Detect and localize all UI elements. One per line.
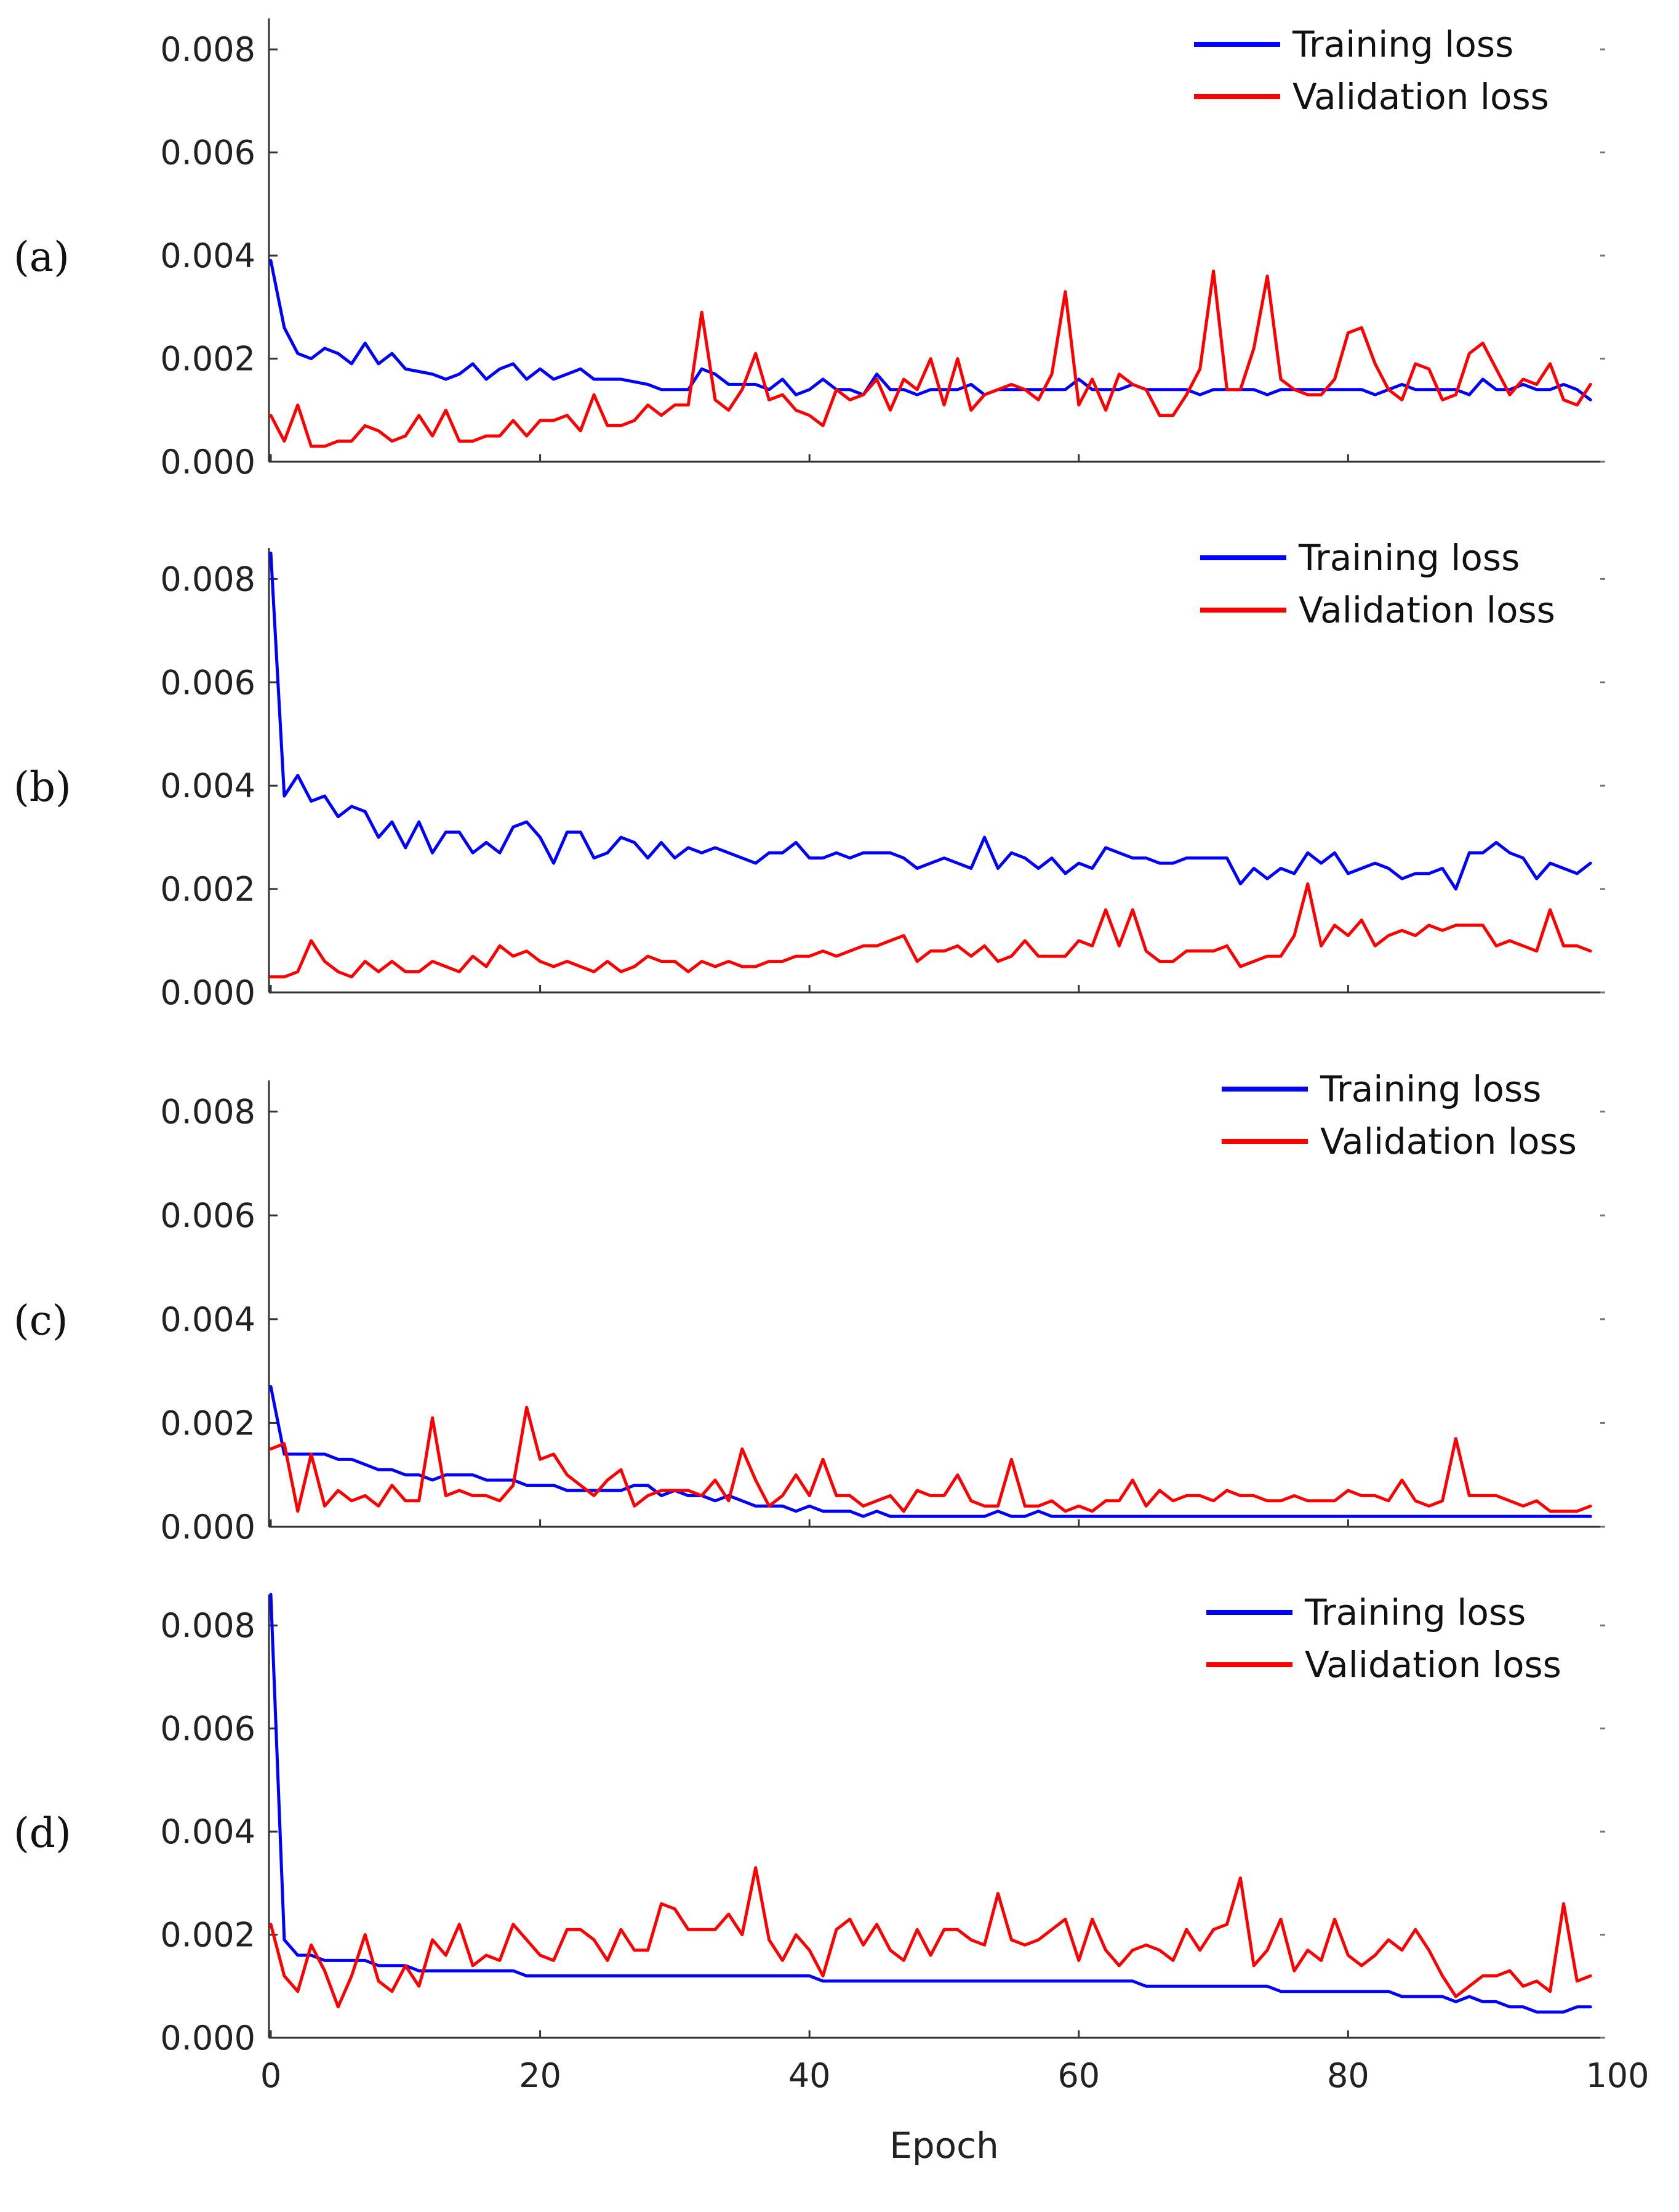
legend-label-training: Training loss (1292, 23, 1513, 65)
x-tick-label: 60 (1057, 2056, 1100, 2095)
legend-label-validation: Validation loss (1305, 1644, 1561, 1686)
y-tick-label: 0.004 (160, 236, 255, 275)
y-tick-label: 0.008 (160, 1093, 255, 1132)
series-line-validation-loss (269, 269, 1592, 448)
chart-panel-a: 0.000 0.002 0.004 0.006 0.008 (a) Training los… (14, 18, 1605, 481)
legend-label-training: Training loss (1304, 1591, 1526, 1633)
y-tick-label: 0.006 (160, 663, 255, 702)
y-tick-label: 0.002 (160, 1404, 255, 1442)
chart-panel-c: 0.000 0.002 0.004 0.006 0.008 (c) Training los… (14, 1068, 1605, 1546)
series-line-training-loss (269, 551, 1592, 891)
y-tick-label: 0.008 (160, 30, 255, 69)
y-tick-label: 0.006 (160, 1710, 255, 1748)
y-tick-label: 0.008 (160, 560, 255, 598)
x-axis-title: Epoch (889, 2125, 999, 2166)
series-line-validation-loss (269, 1406, 1592, 1513)
panel-label: (b) (14, 763, 71, 811)
series-line-validation-loss (269, 882, 1592, 979)
panel-label: (a) (14, 233, 70, 281)
y-tick-label: 0.004 (160, 1812, 255, 1851)
chart-panel-d: 0.000 0.002 0.004 0.006 0.008 0 20 40 60 80 100 Epo… (14, 1591, 1649, 2166)
panel-label: (d) (14, 1809, 71, 1857)
y-tick-label: 0.000 (160, 973, 255, 1012)
y-tick-label: 0.000 (160, 2019, 255, 2057)
panel-label: (c) (14, 1297, 68, 1345)
legend-label-training: Training loss (1320, 1068, 1541, 1110)
y-tick-label: 0.002 (160, 1916, 255, 1955)
x-tick-label: 80 (1327, 2056, 1369, 2095)
legend-label-validation: Validation loss (1292, 76, 1549, 118)
y-tick-label: 0.002 (160, 340, 255, 379)
y-tick-label: 0.002 (160, 870, 255, 909)
series-line-validation-loss (269, 1866, 1592, 2009)
legend-label-training: Training loss (1298, 537, 1520, 579)
chart-panel-b: 0.000 0.002 0.004 0.006 0.008 (b) Training los… (14, 537, 1605, 1012)
y-tick-label: 0.006 (160, 1196, 255, 1235)
x-tick-label: 40 (788, 2056, 831, 2095)
x-tick-label: 0 (260, 2056, 281, 2095)
y-tick-label: 0.006 (160, 134, 255, 172)
x-tick-label: 100 (1585, 2056, 1649, 2095)
y-tick-label: 0.000 (160, 1508, 255, 1546)
legend-label-validation: Validation loss (1320, 1120, 1577, 1162)
y-tick-label: 0.004 (160, 766, 255, 805)
series-line-training-loss (269, 1593, 1592, 2014)
y-tick-label: 0.000 (160, 443, 255, 481)
y-tick-label: 0.008 (160, 1606, 255, 1645)
legend-label-validation: Validation loss (1299, 589, 1555, 631)
series-line-training-loss (269, 259, 1592, 401)
series-line-training-loss (269, 1385, 1592, 1518)
x-tick-label: 20 (519, 2056, 561, 2095)
y-tick-label: 0.004 (160, 1300, 255, 1339)
